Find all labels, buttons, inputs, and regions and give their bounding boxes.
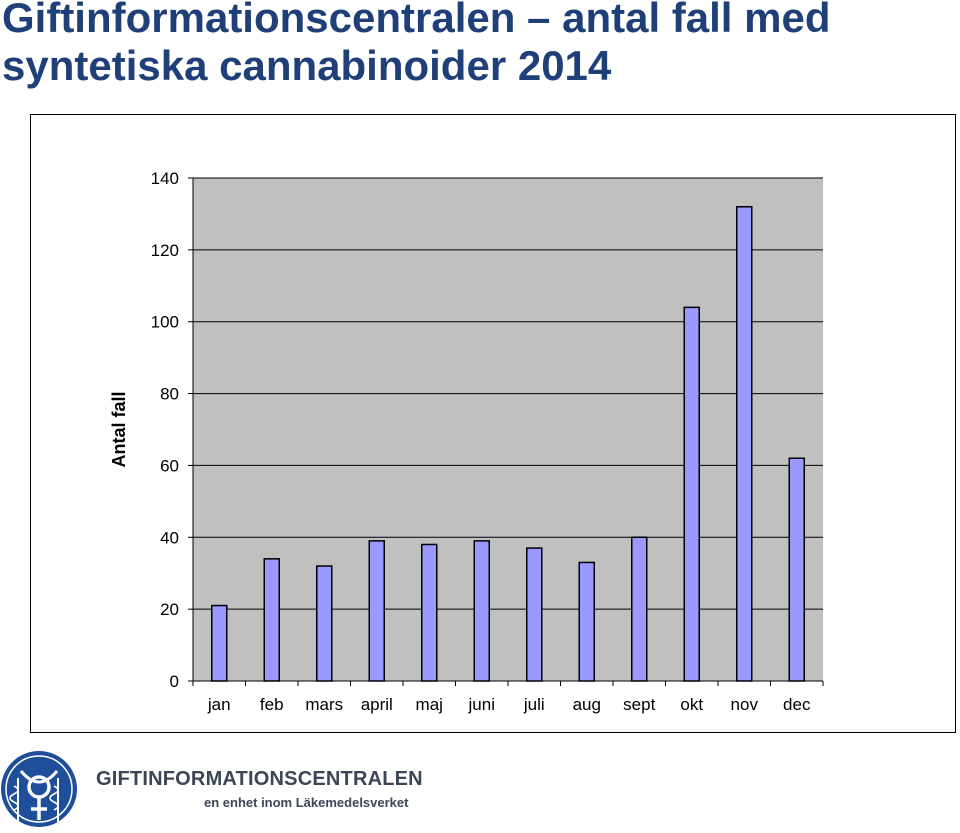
bar-sept: [631, 536, 648, 682]
bar-feb: [263, 558, 280, 682]
y-tick-label: 20: [160, 600, 179, 619]
bar-jan: [211, 604, 228, 682]
bar-juli: [526, 547, 543, 682]
y-tick-label: 40: [160, 528, 179, 547]
x-tick-label: maj: [416, 695, 443, 714]
x-tick-label: feb: [260, 695, 284, 714]
seal-logo-icon: [1, 751, 77, 827]
bar-aug: [578, 561, 595, 682]
bar-dec: [788, 457, 805, 682]
x-tick-label: april: [361, 695, 393, 714]
y-tick-label: 0: [170, 672, 179, 691]
slide-title-line-1: Giftinformationscentralen – antal fall m…: [2, 0, 831, 41]
x-tick-label: juli: [523, 695, 545, 714]
bar-juni: [473, 540, 490, 682]
bar-chart: 0 20 40 60 80 100 120 140 jan feb mars april maj juni…: [109, 169, 824, 714]
bar-okt: [683, 306, 700, 682]
plot-area: [193, 178, 823, 681]
y-tick-label: 60: [160, 456, 179, 475]
bar-maj: [421, 543, 438, 682]
bar-nov: [736, 205, 753, 682]
x-tick-label: dec: [783, 695, 811, 714]
x-tick-label: aug: [573, 695, 601, 714]
y-tick-label: 120: [151, 241, 179, 260]
x-tick-label: nov: [731, 695, 759, 714]
org-name: GIFTINFORMATIONSCENTRALEN: [96, 768, 423, 790]
chart-frame: 0 20 40 60 80 100 120 140 jan feb mars april maj juni…: [30, 114, 956, 733]
bar-april: [368, 540, 385, 682]
y-tick-label: 100: [151, 313, 179, 332]
org-subtitle: en enhet inom Läkemedelsverket: [204, 795, 409, 810]
x-tick-label: okt: [680, 695, 703, 714]
y-tick-label: 80: [160, 385, 179, 404]
bar-mars: [316, 565, 333, 682]
x-tick-label: sept: [623, 695, 655, 714]
y-tick-label: 140: [151, 169, 179, 188]
x-tick-label: mars: [305, 695, 343, 714]
slide-title-line-2: syntetiska cannabinoider 2014: [2, 42, 612, 89]
y-axis-title: Antal fall: [109, 391, 129, 467]
x-tick-label: jan: [207, 695, 231, 714]
slide-title: Giftinformationscentralen – antal fall m…: [2, 0, 958, 90]
x-tick-label: juni: [468, 695, 495, 714]
